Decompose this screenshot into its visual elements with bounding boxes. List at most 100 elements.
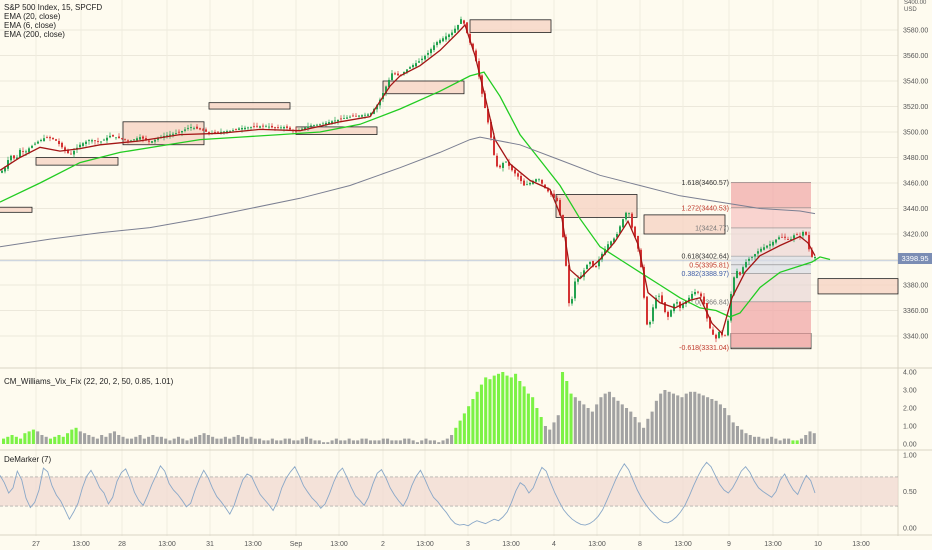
candle-body <box>301 128 303 130</box>
fib-level-label: 0.618(3402.64) <box>682 254 729 261</box>
candle-body <box>763 247 765 250</box>
candle-body <box>112 134 114 137</box>
candle-body <box>175 133 177 134</box>
demarker-label[interactable]: DeMarker (7) <box>4 455 52 464</box>
candle-body <box>265 125 267 127</box>
candle-body <box>286 126 288 128</box>
candle-body <box>94 140 96 142</box>
vix-bar <box>437 442 441 444</box>
fib-level-label: 0(3366.84) <box>695 299 729 306</box>
candle-body <box>136 138 138 141</box>
price-tick-label: 3560.00 <box>903 53 928 60</box>
vix-bar <box>688 391 693 444</box>
candle-body <box>235 128 237 130</box>
candle-body <box>166 135 168 137</box>
ema6-legend[interactable]: EMA (6, close) <box>4 21 57 30</box>
candle-body <box>700 293 702 297</box>
candle-body <box>361 115 363 117</box>
candle-body <box>610 241 612 246</box>
time-tick-label: 10 <box>814 541 822 548</box>
vix-bar <box>381 438 385 444</box>
candle-body <box>91 140 93 142</box>
candle-body <box>283 127 285 129</box>
vix-bar <box>744 433 748 444</box>
candle-body <box>238 128 240 130</box>
candle-body <box>505 161 507 163</box>
candle-body <box>631 213 633 228</box>
candle-body <box>142 136 144 139</box>
ema200-legend[interactable]: EMA (200, close) <box>4 30 65 39</box>
vix-bar <box>313 440 317 444</box>
candle-body <box>259 126 261 128</box>
candle-body <box>532 181 534 184</box>
time-axis[interactable]: 27 13:00 28 13:00 31 13:00 Sep 13:00 2 13:00 3 13:0… <box>32 541 870 548</box>
vix-bar <box>514 373 518 444</box>
vix-bar <box>676 395 680 444</box>
candle-body <box>427 52 429 55</box>
time-tick-label: 13:00 <box>244 541 262 548</box>
vix-bar <box>211 436 215 444</box>
candle-body <box>328 122 330 125</box>
candle-body <box>577 278 579 282</box>
vix-bar <box>791 440 795 444</box>
symbol-title[interactable]: S&P 500 Index, 15, SPCFD <box>4 3 103 12</box>
vix-bar <box>266 440 270 444</box>
vix-bar <box>159 436 163 444</box>
candle-body <box>169 134 171 136</box>
candle-body <box>460 19 462 24</box>
candle-body <box>409 67 411 69</box>
candle-body <box>178 131 180 133</box>
vix-bar <box>492 375 496 444</box>
candle-body <box>202 129 204 131</box>
vix-bar <box>95 438 99 444</box>
time-tick-label: 28 <box>118 541 126 548</box>
candle-body <box>214 131 216 133</box>
vix-bar <box>718 404 722 444</box>
candle-body <box>787 239 789 240</box>
candle-body <box>751 256 753 258</box>
vix-bar <box>441 440 445 444</box>
candle-body <box>565 236 567 266</box>
vix-bar <box>339 440 343 444</box>
candle-body <box>805 232 807 235</box>
candle-body <box>439 40 441 44</box>
vix-bar <box>479 384 483 444</box>
candle-body <box>589 262 591 265</box>
support-resistance-zone <box>643 214 726 235</box>
vix-bar <box>475 391 479 444</box>
candle-body <box>271 125 273 128</box>
vix-bar <box>134 436 138 444</box>
vix-bar <box>2 438 6 444</box>
vix-bar <box>518 381 522 444</box>
vix-bar <box>505 375 509 444</box>
vix-bar <box>40 435 44 444</box>
candle-body <box>658 295 660 297</box>
vix-bar <box>765 438 769 444</box>
vix-bar <box>467 406 471 444</box>
vix-tick-label: 2.00 <box>903 406 917 413</box>
vix-bar <box>398 440 402 444</box>
candle-body <box>784 236 786 238</box>
candle-body <box>793 235 795 239</box>
candle-body <box>307 126 309 128</box>
candle-body <box>595 265 597 268</box>
candle-body <box>1 170 3 173</box>
vix-bar <box>87 435 91 444</box>
vix-bar <box>317 440 321 444</box>
candle-body <box>106 137 108 141</box>
candle-body <box>472 43 474 50</box>
vix-bar <box>671 393 675 444</box>
candle-body <box>220 131 222 133</box>
candle-body <box>586 264 588 270</box>
time-tick-label: 13:00 <box>588 541 606 548</box>
ema20-legend[interactable]: EMA (20, close) <box>4 12 61 21</box>
vix-bar <box>245 438 249 444</box>
candle-body <box>145 138 147 141</box>
ema-line-1 <box>0 23 816 335</box>
vix-bar <box>799 438 803 444</box>
vix-fix-label[interactable]: CM_Williams_Vix_Fix (22, 20, 2, 50, 0.85… <box>4 377 174 386</box>
candle-body <box>709 317 711 329</box>
candle-body <box>208 132 210 133</box>
vix-bar <box>10 435 14 444</box>
